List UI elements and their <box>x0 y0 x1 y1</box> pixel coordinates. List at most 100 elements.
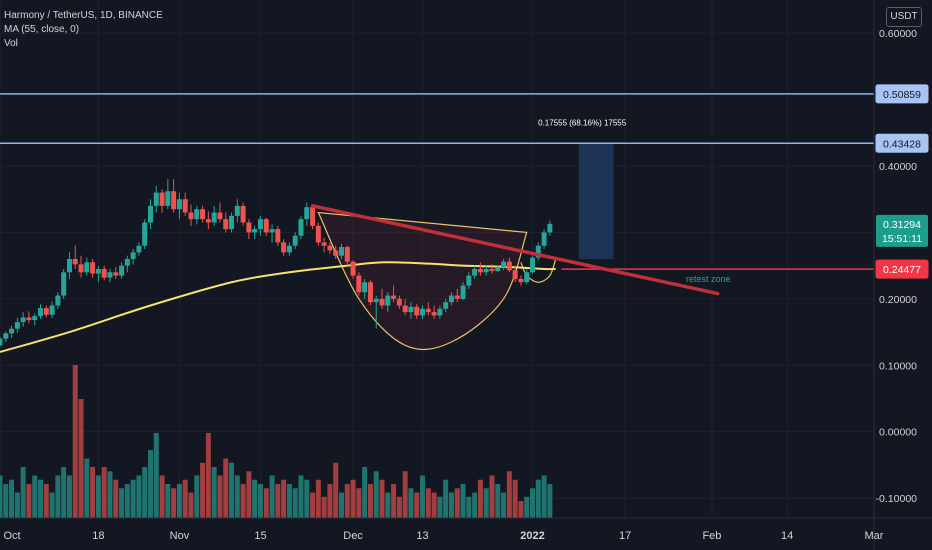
candle-body <box>142 222 148 246</box>
volume-bar <box>518 501 524 518</box>
volume-bar <box>147 450 153 518</box>
level-price-tag: 0.50859 <box>883 89 921 101</box>
candle-body <box>269 229 275 233</box>
resistance-trendline <box>310 204 720 296</box>
volume-bar <box>338 492 344 518</box>
time-tick-label: 18 <box>92 530 104 542</box>
candle-body <box>43 308 49 315</box>
price-tick-label: -0.10000 <box>876 493 918 505</box>
time-tick-label: Oct <box>3 530 20 542</box>
volume-bar <box>506 471 512 518</box>
volume-bar <box>20 467 26 518</box>
volume-bar <box>547 484 553 518</box>
candle-body <box>298 219 304 236</box>
volume-bar <box>379 479 385 518</box>
volume-bar <box>72 365 78 518</box>
volume-bar <box>350 479 356 518</box>
candle-body <box>3 333 9 339</box>
volume-bar <box>477 479 483 518</box>
candle-body <box>275 229 281 243</box>
volume-bar <box>234 475 240 518</box>
time-tick-label: 15 <box>254 530 266 542</box>
currency-unit-button[interactable]: USDT <box>886 7 922 27</box>
volume-bar <box>344 484 350 518</box>
volume-bar <box>304 479 310 518</box>
candle-body <box>182 199 188 213</box>
volume-bar <box>217 475 223 518</box>
volume-bar <box>32 475 38 518</box>
candle-body <box>524 272 530 283</box>
volume-bar <box>84 458 90 518</box>
candle-body <box>38 308 44 317</box>
volume-bar <box>535 479 541 518</box>
volume-bar <box>489 475 495 518</box>
measure-label: 0.17555 (68.16%) 17555 <box>538 118 627 127</box>
candle-body <box>257 219 263 230</box>
volume-bar <box>194 475 200 518</box>
volume-bar <box>240 484 246 518</box>
volume-bar <box>408 488 414 518</box>
candle-body <box>14 322 20 329</box>
bar-countdown: 15:51:11 <box>882 233 922 245</box>
time-tick-label: Mar <box>865 530 884 542</box>
volume-bar <box>327 484 333 518</box>
current-price-tag: 0.31294 <box>883 219 921 231</box>
candle-body <box>286 245 292 253</box>
candle-body <box>136 245 142 253</box>
volume-bar <box>55 475 61 518</box>
candle-body <box>420 308 426 316</box>
candle-body <box>414 306 420 316</box>
candle-body <box>483 268 489 273</box>
volume-bar <box>524 496 530 518</box>
volume-bar <box>483 488 489 518</box>
candle-body <box>292 235 298 246</box>
candle-body <box>66 259 72 273</box>
candle-body <box>338 247 344 256</box>
candle-body <box>350 261 356 276</box>
time-tick-label: Nov <box>170 530 190 542</box>
retest-zone-label: retest zone <box>686 274 731 284</box>
candle-body <box>402 305 408 313</box>
candle-body <box>460 285 466 299</box>
volume-bar <box>38 479 44 518</box>
volume-bar <box>472 492 478 518</box>
volume-bar <box>541 475 547 518</box>
volume-bar <box>188 492 194 518</box>
retest-price-tag: 0.24477 <box>883 264 921 276</box>
candle-body <box>425 308 431 313</box>
volume-bar <box>495 484 501 518</box>
volume-bar <box>229 462 235 518</box>
candle-body <box>32 316 38 321</box>
time-tick-label: Dec <box>343 530 363 542</box>
candle-body <box>408 306 414 313</box>
candle-body <box>321 242 327 246</box>
volume-bar <box>414 492 420 518</box>
candle-body <box>119 265 125 276</box>
candle-body <box>113 272 119 276</box>
volume-bar <box>385 492 391 518</box>
candle-body <box>49 305 55 315</box>
candle-body <box>200 209 206 220</box>
volume-bar <box>466 496 472 518</box>
candle-body <box>124 259 130 266</box>
volume-bar <box>78 399 84 518</box>
candle-body <box>240 205 246 223</box>
candle-body <box>55 295 61 306</box>
volume-bar <box>362 467 368 518</box>
candle-body <box>489 268 495 271</box>
volume-bar <box>49 492 55 518</box>
price-tick-label: 0.00000 <box>879 427 917 439</box>
candle-body <box>159 192 165 206</box>
volume-bar <box>321 496 327 518</box>
volume-bar <box>113 479 119 518</box>
candle-body <box>84 262 90 273</box>
handle-pattern <box>520 258 557 283</box>
volume-bar <box>286 484 292 518</box>
volume-bar <box>211 467 217 518</box>
volume-bar <box>246 471 252 518</box>
volume-bar <box>43 484 49 518</box>
candle-body <box>454 295 460 299</box>
candle-body <box>512 270 518 279</box>
volume-bar <box>26 484 32 518</box>
